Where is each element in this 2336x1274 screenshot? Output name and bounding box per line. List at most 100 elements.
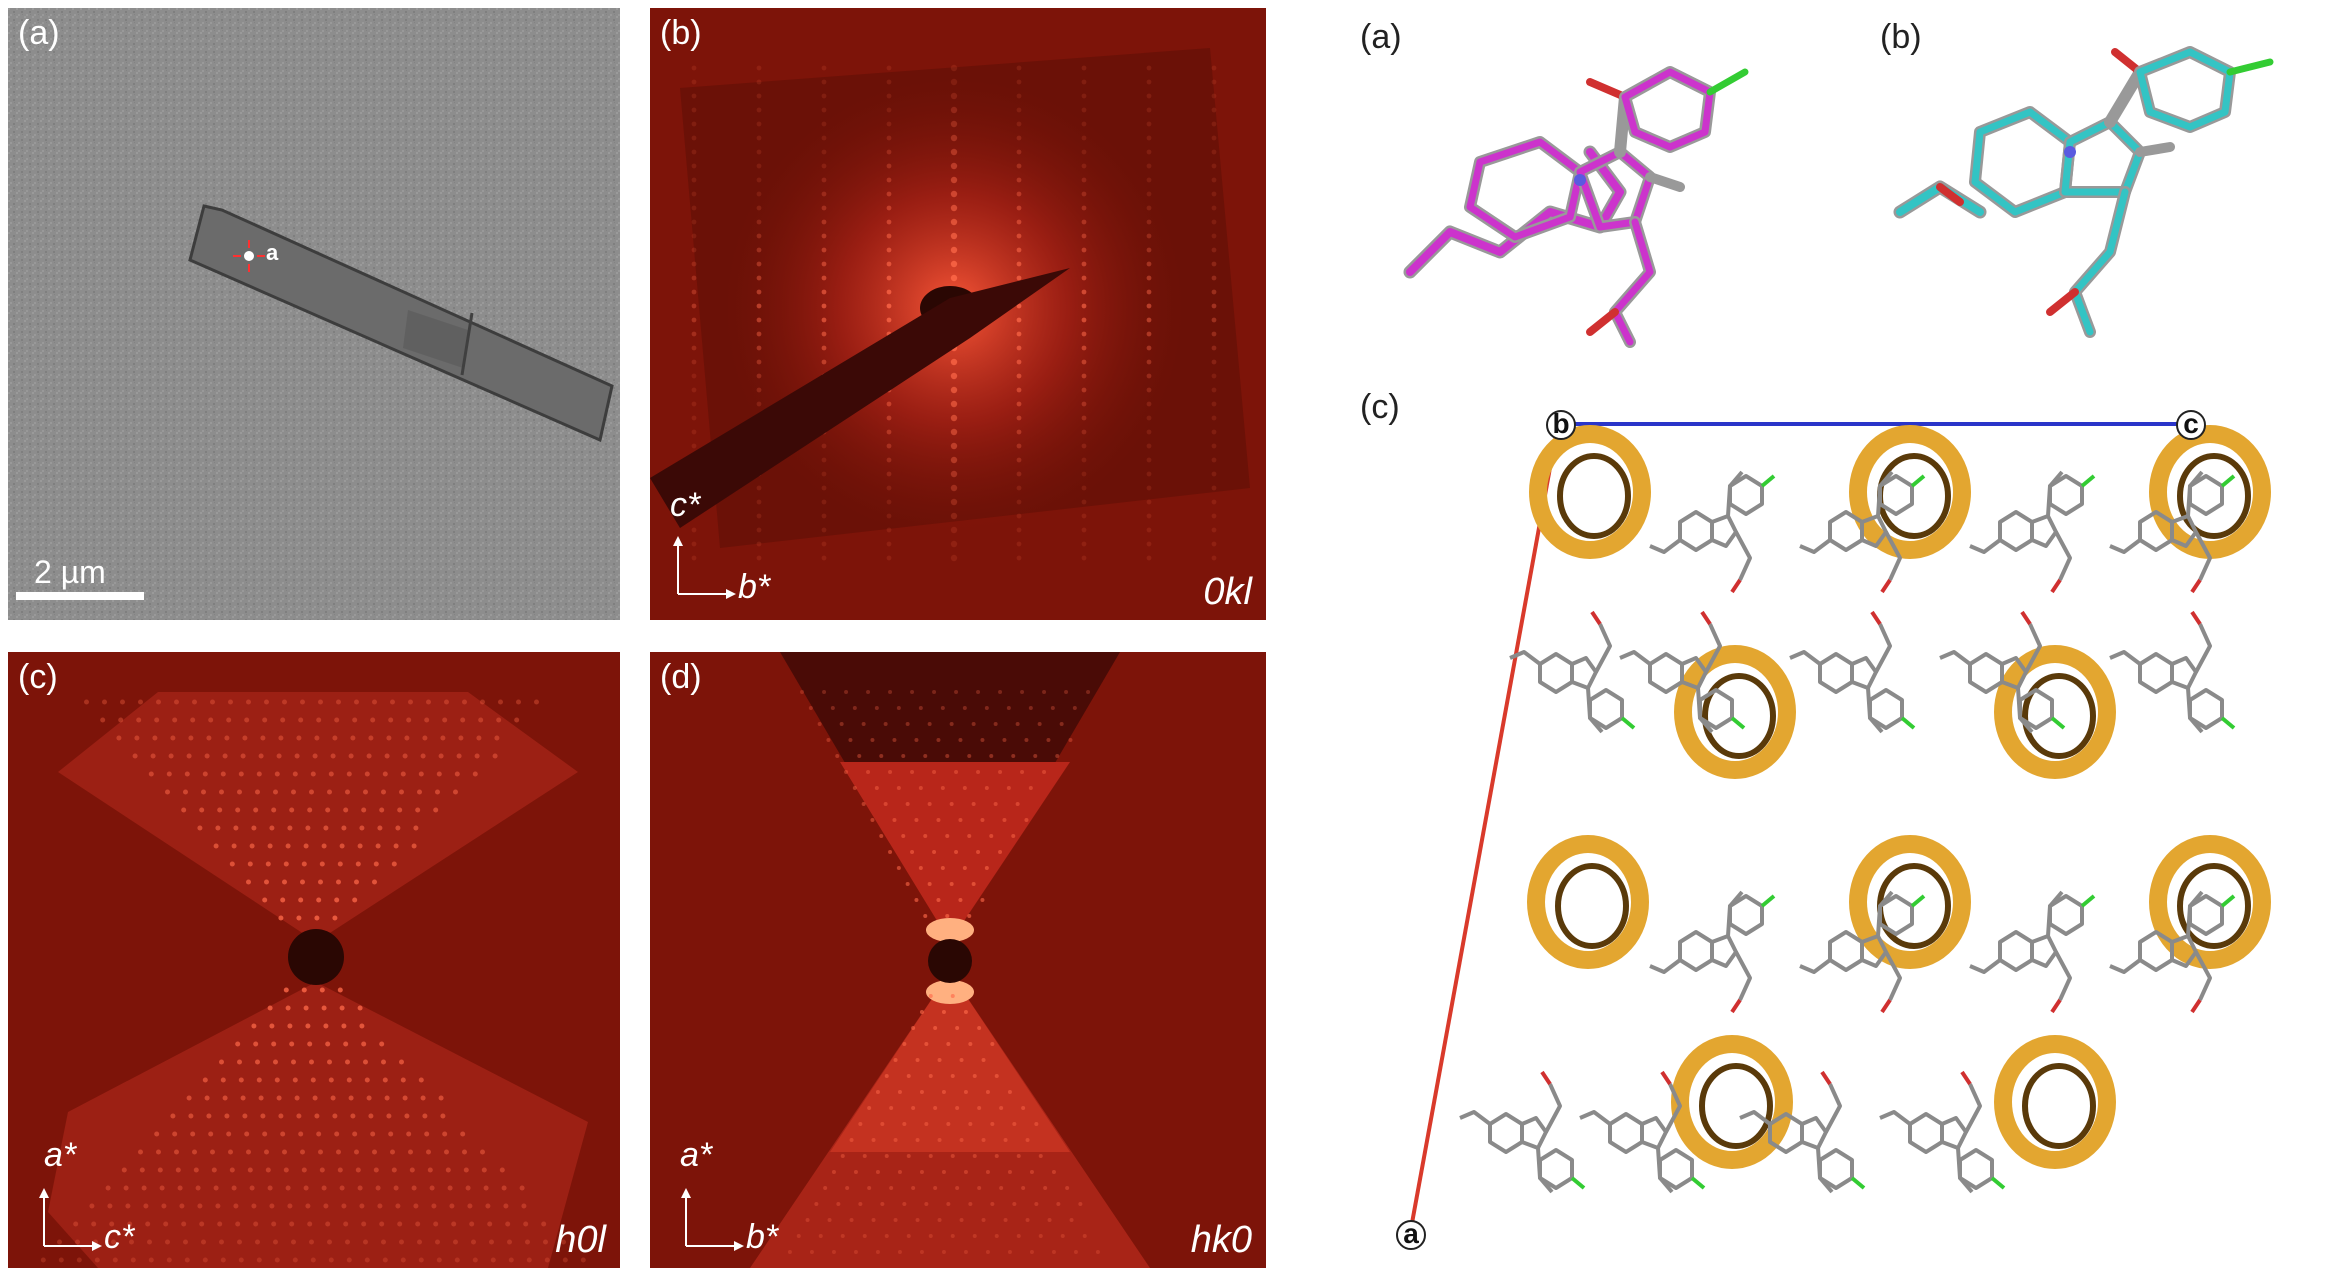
reflection-spot bbox=[307, 807, 313, 813]
reflection-spot bbox=[1211, 177, 1217, 183]
reflection-spot bbox=[756, 219, 762, 225]
reflection-spot bbox=[123, 1185, 129, 1191]
reflection-spot bbox=[357, 843, 363, 849]
reflection-spot bbox=[932, 770, 937, 774]
reflection-spot bbox=[292, 1257, 298, 1263]
reflection-spot bbox=[984, 706, 989, 710]
reflection-spot bbox=[691, 443, 697, 449]
reflection-spot bbox=[950, 442, 958, 450]
panel-label: (b) bbox=[1880, 18, 1922, 56]
reflection-spot bbox=[273, 789, 278, 795]
reflection-spot bbox=[1211, 373, 1217, 379]
reflection-spot bbox=[1021, 1186, 1026, 1190]
reflection-spot bbox=[999, 1106, 1004, 1110]
reflection-spot bbox=[215, 1203, 221, 1209]
reflection-spot bbox=[1211, 471, 1217, 477]
reflection-spot bbox=[148, 771, 154, 777]
reflection-spot bbox=[251, 1203, 257, 1209]
reflection-spot bbox=[474, 753, 480, 759]
molecule bbox=[2109, 890, 2236, 1014]
reflection-spot bbox=[910, 850, 915, 854]
reflection-spot bbox=[328, 771, 334, 777]
reflection-spot bbox=[1211, 429, 1217, 435]
reflection-spot bbox=[1011, 754, 1016, 758]
reflection-spot bbox=[1211, 219, 1217, 225]
reflection-spot bbox=[821, 93, 827, 99]
reflection-spot bbox=[265, 1167, 271, 1173]
reflection-spot bbox=[1081, 415, 1087, 421]
reflection-spot bbox=[462, 1149, 467, 1155]
reflection-spot bbox=[350, 1113, 356, 1119]
reflection-spot bbox=[541, 1221, 547, 1227]
reflection-spot bbox=[932, 690, 937, 694]
reflection-spot bbox=[906, 1074, 911, 1078]
reflection-spot bbox=[756, 65, 762, 71]
reflection-spot bbox=[756, 485, 762, 491]
reflection-spot bbox=[75, 1239, 80, 1245]
reflection-spot bbox=[756, 135, 762, 141]
reflection-spot bbox=[273, 1059, 278, 1065]
reflection-spot bbox=[889, 1106, 894, 1110]
reflection-spot bbox=[388, 1131, 394, 1137]
reflection-spot bbox=[408, 699, 413, 705]
reflection-spot bbox=[413, 1203, 419, 1209]
reflection-spot bbox=[300, 1149, 305, 1155]
solvent-void bbox=[1527, 835, 1649, 969]
reflection-spot bbox=[1016, 121, 1022, 127]
reflection-spot bbox=[880, 1122, 885, 1126]
reflection-spot bbox=[1146, 135, 1152, 141]
reflection-spot bbox=[1211, 457, 1217, 463]
reflection-spot bbox=[357, 1005, 363, 1011]
reflection-spot bbox=[950, 190, 958, 198]
reflection-spot bbox=[255, 789, 260, 795]
reflection-spot bbox=[287, 1203, 293, 1209]
reflection-spot bbox=[1016, 1154, 1021, 1158]
reflection-spot bbox=[989, 754, 994, 758]
reflection-spot bbox=[580, 1257, 586, 1263]
reflection-spot bbox=[967, 754, 972, 758]
reflection-spot bbox=[471, 1239, 476, 1245]
reflection-spot bbox=[1211, 359, 1217, 365]
reflection-spot bbox=[136, 717, 142, 723]
reflection-spot bbox=[976, 690, 981, 694]
beam-stop bbox=[650, 268, 1070, 528]
reflection-spot bbox=[827, 1218, 832, 1222]
reflection-spot bbox=[267, 843, 273, 849]
reflection-spot bbox=[265, 861, 271, 867]
reflection-spot bbox=[210, 699, 215, 705]
reflection-spot bbox=[325, 1221, 331, 1227]
reflection-spot bbox=[821, 247, 827, 253]
reflection-spot bbox=[1146, 387, 1152, 393]
reflection-spot bbox=[58, 1257, 64, 1263]
reflection-spot bbox=[821, 303, 827, 309]
reflection-spot bbox=[1025, 1218, 1030, 1222]
reflection-spot bbox=[691, 415, 697, 421]
reflection-spot bbox=[269, 1023, 275, 1029]
reflection-spot bbox=[1081, 289, 1087, 295]
crystal-rod bbox=[188, 204, 614, 443]
reflection-spot bbox=[971, 882, 976, 886]
axis-right-label: c* bbox=[104, 1218, 135, 1256]
reflection-spot bbox=[691, 191, 697, 197]
reflection-spot bbox=[379, 807, 385, 813]
reflection-spot bbox=[756, 303, 762, 309]
reflection-spot bbox=[413, 825, 419, 831]
reflection-spot bbox=[197, 1203, 203, 1209]
reflection-spot bbox=[346, 1077, 352, 1083]
reflection-spot bbox=[822, 690, 827, 694]
reflection-spot bbox=[941, 1090, 946, 1094]
reflection-spot bbox=[1011, 834, 1016, 838]
reflection-spot bbox=[379, 1041, 385, 1047]
reflection-spot bbox=[458, 735, 464, 741]
reflection-spot bbox=[893, 1138, 898, 1142]
reflection-spot bbox=[888, 690, 893, 694]
reflection-spot bbox=[174, 699, 179, 705]
solvent-void bbox=[2149, 425, 2271, 559]
reflection-spot bbox=[886, 93, 892, 99]
reflection-spot bbox=[291, 789, 296, 795]
reflection-spot bbox=[121, 1167, 127, 1173]
reflection-spot bbox=[808, 706, 813, 710]
reflection-spot bbox=[1081, 527, 1087, 533]
reflection-spot bbox=[256, 1077, 262, 1083]
reflection-spot bbox=[886, 149, 892, 155]
